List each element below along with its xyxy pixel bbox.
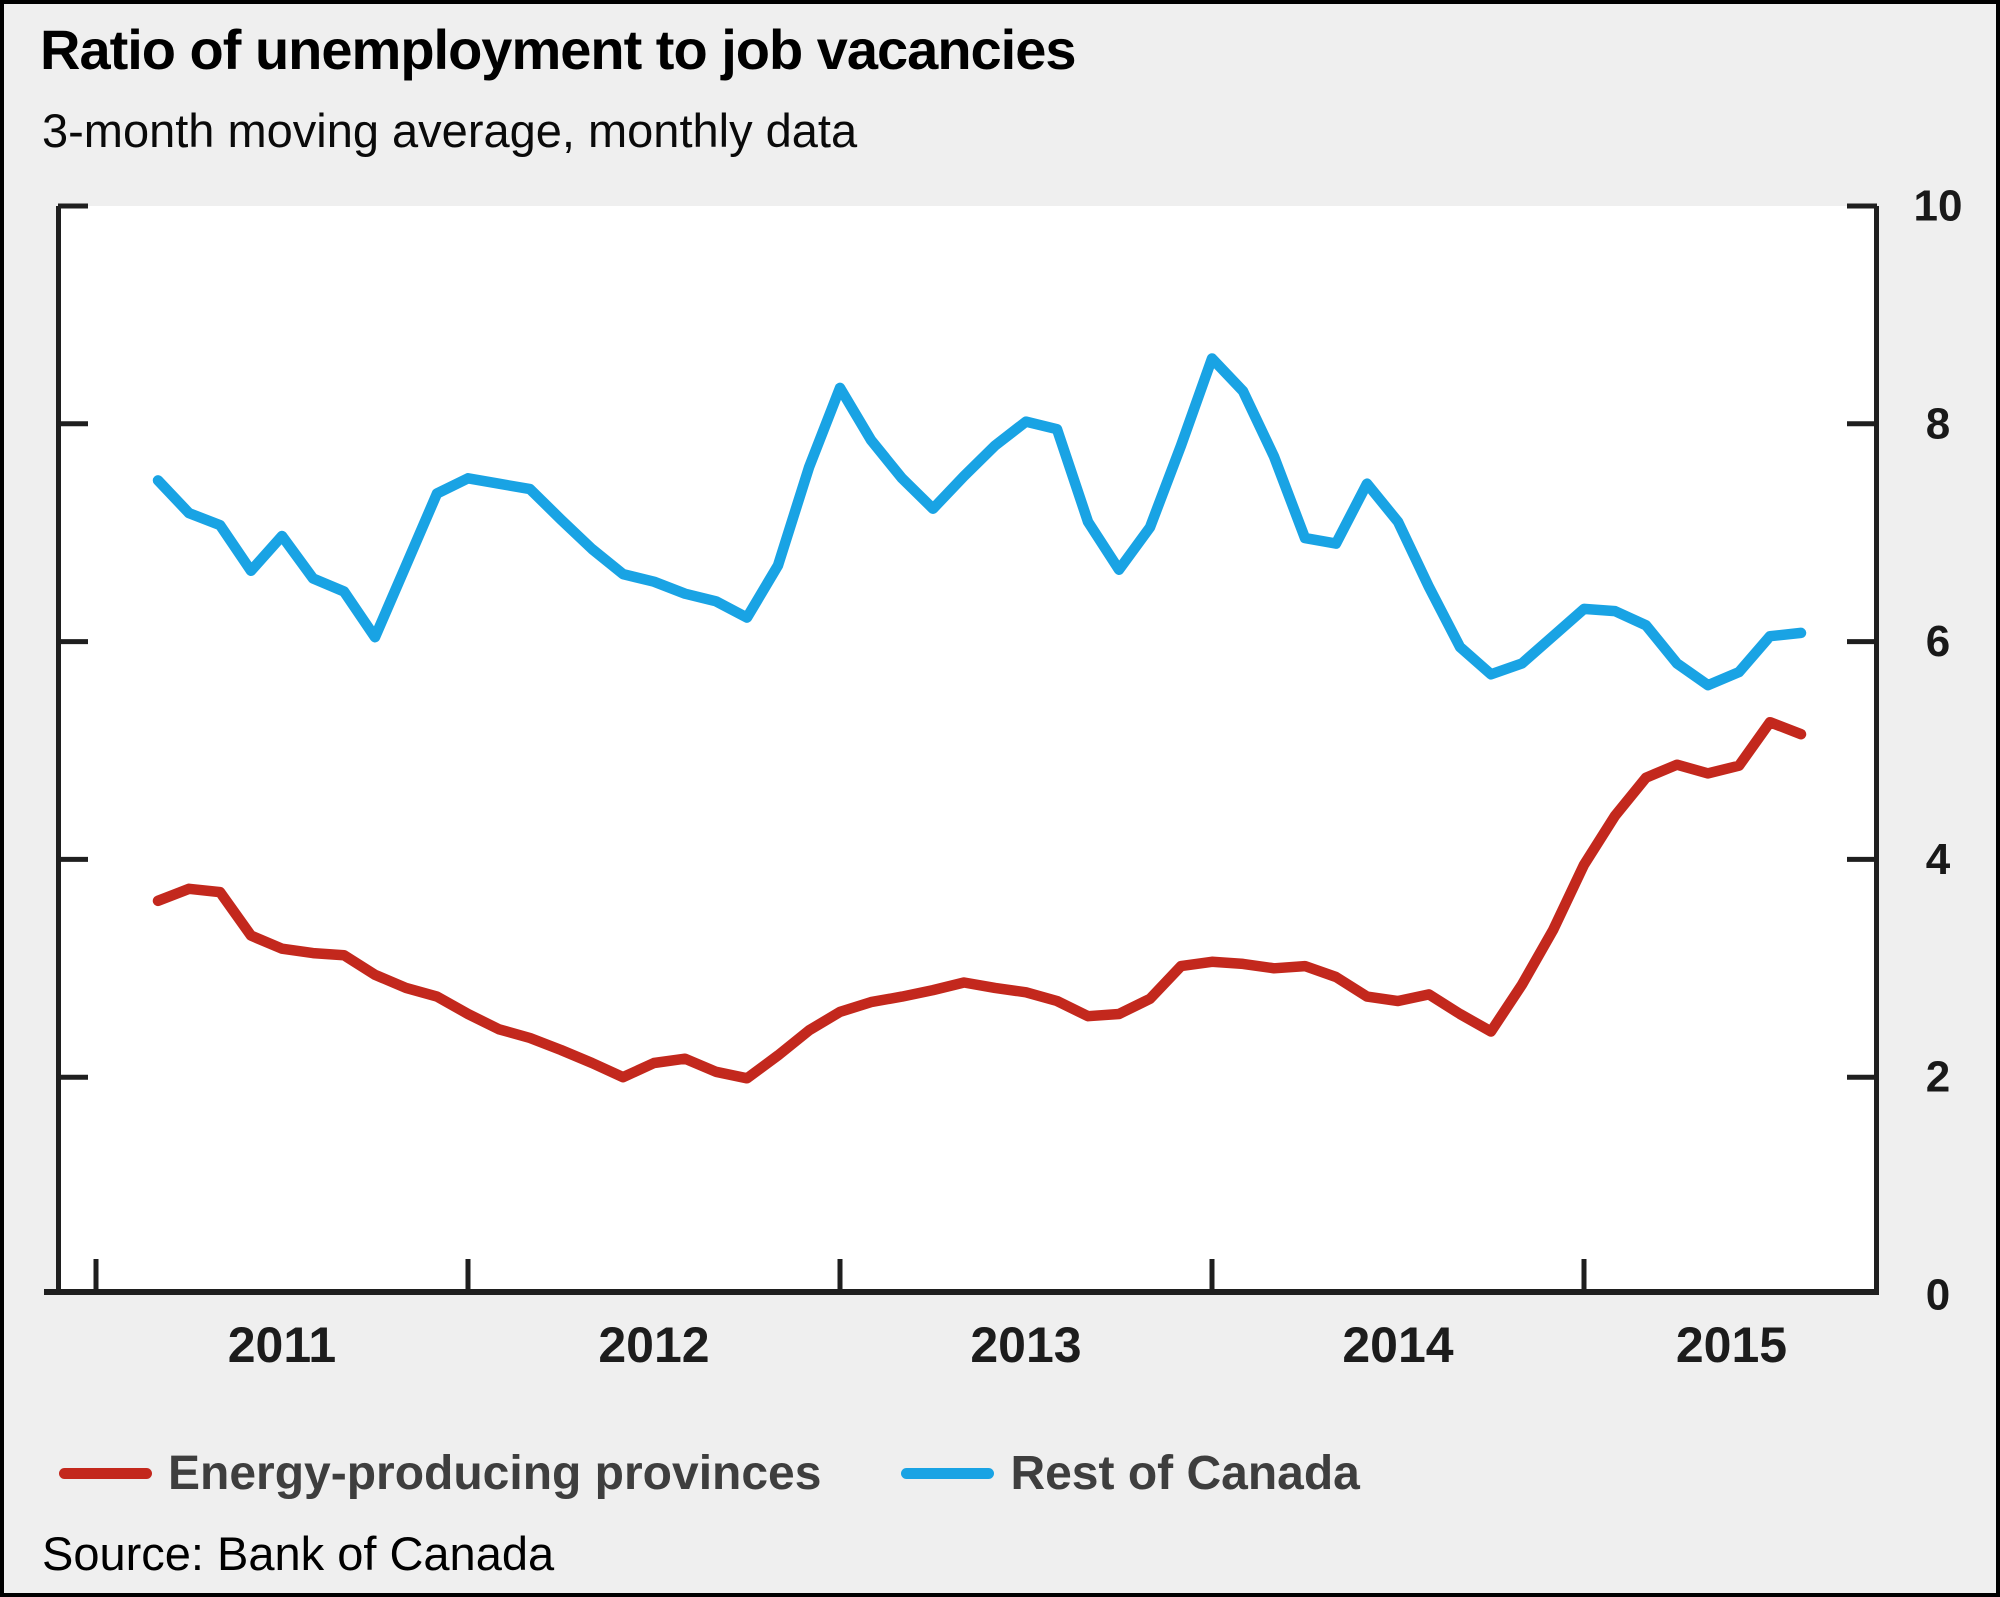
x-axis-label-2013: 2013 — [970, 1317, 1081, 1373]
x-axis-label-2011: 2011 — [228, 1317, 336, 1373]
legend-swatch-energy-provinces — [59, 1467, 152, 1479]
x-axis-label-2014: 2014 — [1342, 1317, 1453, 1373]
y-axis-label-8: 8 — [1926, 399, 1950, 448]
legend-item-rest-of-canada: Rest of Canada — [901, 1446, 1360, 1501]
legend-swatch-rest-of-canada — [901, 1467, 995, 1479]
y-axis-label-0: 0 — [1926, 1271, 1950, 1320]
plot-background — [56, 206, 1879, 1295]
y-axis-label-4: 4 — [1926, 835, 1951, 884]
page-subtitle: 3-month moving average, monthly data — [42, 104, 858, 157]
source-note: Source: Bank of Canada — [42, 1527, 555, 1580]
legend-label-rest-of-canada: Rest of Canada — [1010, 1446, 1360, 1500]
x-axis-label-2015: 2015 — [1676, 1317, 1787, 1373]
y-axis-label-10: 10 — [1914, 182, 1963, 231]
legend-label-energy-provinces: Energy-producing provinces — [168, 1446, 822, 1500]
x-axis-label-2012: 2012 — [598, 1317, 709, 1373]
y-axis-label-6: 6 — [1926, 617, 1950, 666]
chart-plot: 0 2 4 6 8 10 2011 2012 2013 2014 2015 — [44, 182, 1963, 1373]
legend-item-energy-provinces: Energy-producing provinces — [59, 1446, 821, 1501]
legend: Energy-producing provinces Rest of Canad… — [59, 1440, 1360, 1506]
y-axis-label-2: 2 — [1926, 1053, 1950, 1102]
series-line-energy-producing-provinces — [152, 716, 1807, 1084]
series-line-rest-of-canada — [152, 353, 1807, 691]
page-title: Ratio of unemployment to job vacancies — [40, 18, 1077, 81]
